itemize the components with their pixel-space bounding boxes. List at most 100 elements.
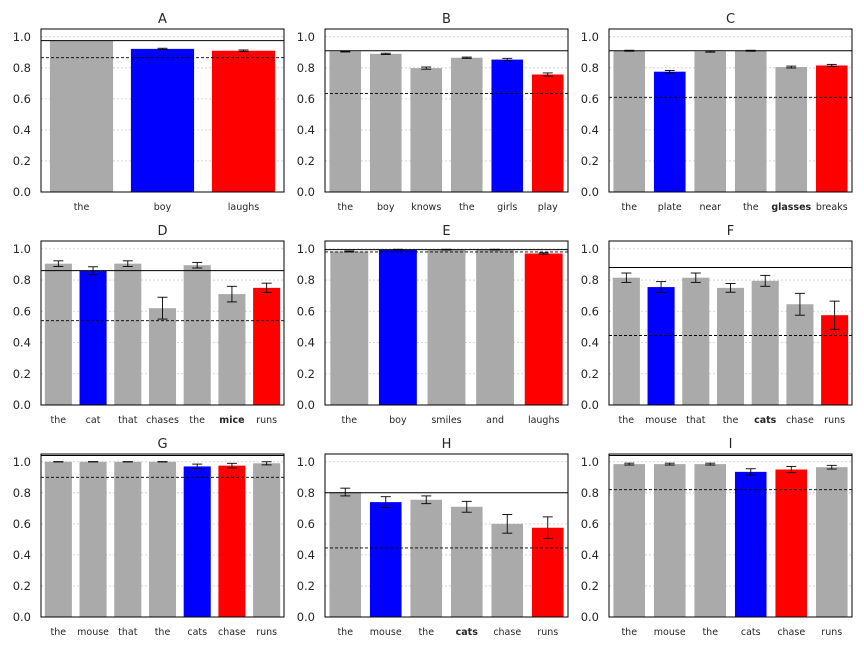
bar-g-4 bbox=[183, 466, 211, 617]
ytick-label-i-2: 0.4 bbox=[581, 548, 599, 562]
bar-b-3 bbox=[450, 57, 483, 192]
xtick-label-e-4: laughs bbox=[528, 415, 560, 426]
errorbar-i-0 bbox=[624, 462, 635, 466]
ytick-label-a-2: 0.4 bbox=[13, 123, 31, 137]
errorbar-f-0 bbox=[621, 272, 632, 283]
ytick-label-i-4: 0.8 bbox=[581, 486, 599, 500]
xtick-label-c-1: plate bbox=[658, 202, 682, 213]
axes-frame-f bbox=[608, 240, 853, 406]
errorbar-f-5 bbox=[794, 292, 805, 316]
bar-a-1 bbox=[130, 48, 195, 192]
xtick-label-g-1: mouse bbox=[77, 627, 109, 638]
bar-h-1 bbox=[369, 502, 402, 617]
axes-frame-c bbox=[608, 28, 853, 193]
bar-h-3 bbox=[450, 506, 483, 617]
axes-frame-a bbox=[40, 28, 285, 193]
errorbar-c-1 bbox=[664, 69, 675, 74]
panel-i: 0.0 0.2 0.4 0.6 0.8 1.0 the mouse the cats chase ru… bbox=[581, 437, 853, 638]
bar-f-5 bbox=[786, 304, 814, 405]
ytick-label-b-2: 0.4 bbox=[297, 123, 315, 137]
bar-i-3 bbox=[734, 471, 767, 617]
ytick-label-c-2: 0.4 bbox=[581, 123, 599, 137]
xtick-label-h-4: chase bbox=[493, 627, 521, 638]
errorbar-d-5 bbox=[226, 285, 237, 303]
errorbar-d-6 bbox=[261, 282, 272, 293]
bar-b-0 bbox=[329, 51, 362, 193]
errorbar-d-3 bbox=[157, 296, 168, 320]
ytick-label-e-2: 0.4 bbox=[297, 336, 315, 350]
ytick-label-f-4: 0.8 bbox=[581, 273, 599, 287]
xtick-label-f-1: mouse bbox=[645, 415, 677, 426]
bar-d-5 bbox=[218, 294, 246, 405]
panel-a: 0.0 0.2 0.4 0.6 0.8 1.0 the boy laughs A bbox=[13, 12, 285, 213]
bar-g-2 bbox=[114, 461, 142, 617]
bar-f-2 bbox=[682, 277, 710, 405]
bar-f-1 bbox=[647, 287, 675, 405]
panel-c: 0.0 0.2 0.4 0.6 0.8 1.0 the plate near the glasses… bbox=[581, 12, 853, 213]
errorbar-b-4 bbox=[502, 57, 513, 62]
bar-i-5 bbox=[815, 467, 848, 617]
xtick-label-c-2: near bbox=[699, 202, 721, 213]
bar-c-3 bbox=[734, 50, 767, 192]
bar-h-5 bbox=[531, 527, 564, 617]
ytick-label-h-4: 0.8 bbox=[297, 486, 315, 500]
errorbar-h-3 bbox=[461, 500, 472, 513]
panel-f: 0.0 0.2 0.4 0.6 0.8 1.0 the mouse that the cats cha… bbox=[581, 224, 853, 426]
bar-i-0 bbox=[613, 464, 646, 617]
xtick-label-h-1: mouse bbox=[370, 627, 402, 638]
ytick-label-d-3: 0.6 bbox=[13, 304, 31, 318]
ytick-label-i-3: 0.6 bbox=[581, 517, 599, 531]
errorbar-i-1 bbox=[664, 462, 675, 466]
xtick-label-g-5: chase bbox=[218, 627, 246, 638]
errorbar-b-3 bbox=[461, 56, 472, 59]
ytick-label-g-5: 1.0 bbox=[13, 455, 31, 469]
xtick-label-d-3: chases bbox=[146, 415, 179, 426]
ytick-label-g-1: 0.2 bbox=[13, 579, 31, 593]
errorbar-g-5 bbox=[226, 462, 237, 469]
errorbar-g-4 bbox=[192, 463, 203, 470]
xtick-label-f-3: the bbox=[723, 415, 739, 426]
ytick-label-c-4: 0.8 bbox=[581, 61, 599, 75]
panel-title-g: G bbox=[157, 437, 167, 452]
ytick-label-a-0: 0.0 bbox=[13, 185, 31, 199]
panel-e: 0.0 0.2 0.4 0.6 0.8 1.0 the boy smiles and laughs E bbox=[297, 224, 569, 426]
bar-e-2 bbox=[427, 249, 466, 405]
errorbar-d-4 bbox=[192, 261, 203, 269]
ytick-label-a-5: 1.0 bbox=[13, 30, 31, 44]
bar-g-0 bbox=[44, 461, 72, 617]
bar-f-6 bbox=[821, 315, 849, 405]
ytick-label-i-5: 1.0 bbox=[581, 455, 599, 469]
xtick-label-i-1: mouse bbox=[654, 627, 686, 638]
xtick-label-d-0: the bbox=[51, 415, 67, 426]
ytick-label-g-3: 0.6 bbox=[13, 517, 31, 531]
axes-frame-g bbox=[40, 453, 285, 618]
xtick-label-g-2: that bbox=[118, 627, 138, 638]
ytick-label-g-4: 0.8 bbox=[13, 486, 31, 500]
ytick-label-e-1: 0.2 bbox=[297, 367, 315, 381]
bar-e-4 bbox=[524, 253, 563, 405]
bar-f-4 bbox=[751, 280, 779, 405]
axes-frame-b bbox=[324, 28, 569, 193]
xtick-label-g-0: the bbox=[51, 627, 67, 638]
ytick-label-f-2: 0.4 bbox=[581, 336, 599, 350]
bar-a-0 bbox=[49, 40, 114, 193]
xtick-label-i-5: runs bbox=[821, 627, 842, 638]
xtick-label-d-1: cat bbox=[86, 415, 101, 426]
xtick-label-g-3: the bbox=[155, 627, 171, 638]
ytick-label-e-0: 0.0 bbox=[297, 398, 315, 412]
ytick-label-d-2: 0.4 bbox=[13, 336, 31, 350]
ytick-label-i-0: 0.0 bbox=[581, 610, 599, 624]
ytick-label-h-1: 0.2 bbox=[297, 579, 315, 593]
xtick-label-d-6: runs bbox=[256, 415, 277, 426]
ytick-label-c-1: 0.2 bbox=[581, 154, 599, 168]
xtick-label-g-6: runs bbox=[256, 627, 277, 638]
bar-c-1 bbox=[653, 71, 686, 192]
bar-g-1 bbox=[79, 461, 107, 617]
xtick-label-b-0: the bbox=[337, 202, 353, 213]
panel-title-d: D bbox=[157, 224, 167, 239]
bar-h-2 bbox=[410, 499, 443, 617]
bar-d-2 bbox=[114, 263, 142, 405]
xtick-label-g-4: cats bbox=[187, 627, 207, 638]
xtick-label-c-3: the bbox=[743, 202, 759, 213]
ytick-label-e-5: 1.0 bbox=[297, 242, 315, 256]
